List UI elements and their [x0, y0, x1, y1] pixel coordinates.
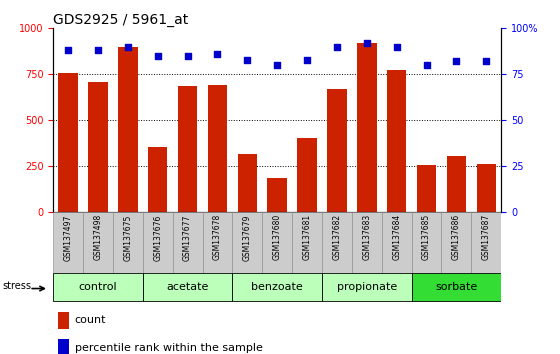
- Bar: [143, 273, 232, 301]
- Bar: [232, 273, 322, 301]
- Bar: [472, 212, 501, 273]
- Text: GSM137676: GSM137676: [153, 214, 162, 261]
- Point: [452, 59, 461, 64]
- Text: GSM137682: GSM137682: [333, 214, 342, 260]
- Bar: [143, 212, 172, 273]
- Bar: [357, 43, 376, 212]
- Point: [64, 47, 73, 53]
- Point: [213, 51, 222, 57]
- Point: [392, 44, 401, 50]
- Bar: [113, 212, 143, 273]
- Text: GSM137677: GSM137677: [183, 214, 192, 261]
- Text: stress: stress: [3, 281, 32, 291]
- Point: [362, 40, 371, 46]
- Bar: [477, 164, 496, 212]
- Bar: [412, 273, 501, 301]
- Bar: [322, 212, 352, 273]
- Bar: [172, 212, 203, 273]
- Bar: [441, 212, 472, 273]
- Bar: [88, 82, 108, 212]
- Text: propionate: propionate: [337, 282, 397, 292]
- Text: GSM137684: GSM137684: [392, 214, 401, 261]
- Point: [333, 44, 342, 50]
- Text: count: count: [74, 315, 106, 325]
- Point: [183, 53, 192, 59]
- Text: GSM137678: GSM137678: [213, 214, 222, 261]
- Bar: [417, 165, 436, 212]
- Text: GSM137681: GSM137681: [302, 214, 311, 260]
- Text: GSM137680: GSM137680: [273, 214, 282, 261]
- Bar: [178, 86, 197, 212]
- Text: sorbate: sorbate: [435, 282, 478, 292]
- Point: [422, 62, 431, 68]
- Bar: [268, 178, 287, 212]
- Bar: [352, 212, 382, 273]
- Text: GSM137679: GSM137679: [243, 214, 252, 261]
- Bar: [208, 85, 227, 212]
- Text: acetate: acetate: [166, 282, 209, 292]
- Bar: [203, 212, 232, 273]
- Point: [482, 59, 491, 64]
- Text: GSM137687: GSM137687: [482, 214, 491, 261]
- Point: [243, 57, 252, 62]
- Bar: [322, 273, 412, 301]
- Bar: [412, 212, 441, 273]
- Text: control: control: [79, 282, 117, 292]
- Text: GSM137686: GSM137686: [452, 214, 461, 261]
- Point: [273, 62, 282, 68]
- Point: [123, 44, 132, 50]
- Text: GSM137683: GSM137683: [362, 214, 371, 261]
- Bar: [58, 73, 78, 212]
- Bar: [118, 47, 138, 212]
- Text: GSM137685: GSM137685: [422, 214, 431, 261]
- Bar: [297, 138, 317, 212]
- Bar: [262, 212, 292, 273]
- Bar: [382, 212, 412, 273]
- Bar: [232, 212, 262, 273]
- Point: [94, 47, 102, 53]
- Bar: [237, 154, 257, 212]
- Text: GSM137497: GSM137497: [64, 214, 73, 261]
- Bar: [83, 212, 113, 273]
- Bar: [53, 212, 83, 273]
- Text: GDS2925 / 5961_at: GDS2925 / 5961_at: [53, 13, 189, 27]
- Point: [302, 57, 311, 62]
- Bar: [327, 89, 347, 212]
- Bar: [58, 312, 69, 329]
- Bar: [58, 339, 69, 354]
- Bar: [387, 70, 407, 212]
- Bar: [148, 147, 167, 212]
- Bar: [53, 273, 143, 301]
- Bar: [447, 156, 466, 212]
- Text: benzoate: benzoate: [251, 282, 303, 292]
- Bar: [292, 212, 322, 273]
- Text: percentile rank within the sample: percentile rank within the sample: [74, 343, 263, 353]
- Text: GSM137498: GSM137498: [94, 214, 102, 261]
- Point: [153, 53, 162, 59]
- Text: GSM137675: GSM137675: [123, 214, 132, 261]
